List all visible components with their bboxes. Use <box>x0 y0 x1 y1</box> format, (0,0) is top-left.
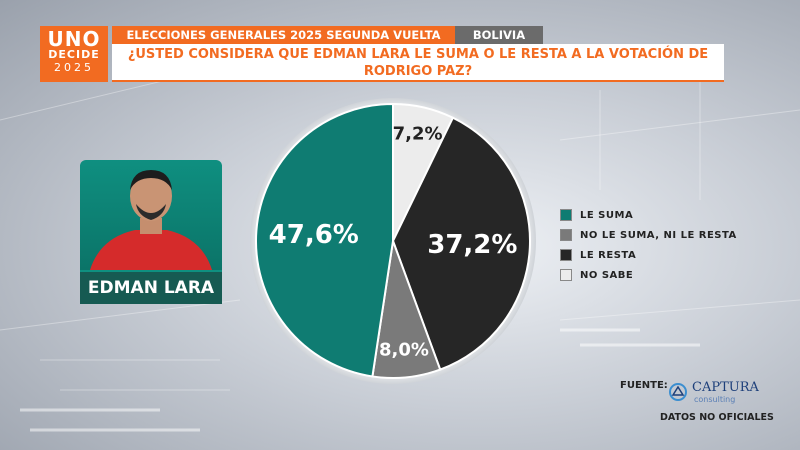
pie-chart: 7,2% 37,2% 8,0% 47,6% <box>248 96 538 386</box>
question: ¿USTED CONSIDERA QUE EDMAN LARA LE SUMA … <box>112 44 724 82</box>
pie-slice-label: 8,0% <box>379 340 429 361</box>
legend-item: NO LE SUMA, NI LE RESTA <box>560 225 737 245</box>
legend-label: LE SUMA <box>580 209 634 221</box>
pie-slice <box>391 116 531 371</box>
pie-slice <box>255 102 394 378</box>
candidate-photo <box>80 160 222 270</box>
legend-label: NO SABE <box>580 269 634 281</box>
candidate-card: EDMAN LARA <box>80 160 222 304</box>
uno-decide-logo: UNO DECIDE 2025 <box>40 26 108 82</box>
legend-label: LE RESTA <box>580 249 637 261</box>
pie-slice-label: 7,2% <box>393 124 443 145</box>
legend: LE SUMA NO LE SUMA, NI LE RESTA LE RESTA NO… <box>560 205 737 285</box>
captura-name: CAPTURA <box>692 380 759 395</box>
captura-logo: CAPTURA consulting <box>668 380 759 404</box>
question-line-2: RODRIGO PAZ? <box>363 64 473 79</box>
legend-item: NO SABE <box>560 265 737 285</box>
country-label: BOLIVIA <box>455 26 543 44</box>
election-title: ELECCIONES GENERALES 2025 SEGUNDA VUELTA <box>112 26 455 44</box>
pie-slice-label: 37,2% <box>427 230 517 260</box>
logo-line-2: DECIDE <box>48 48 100 61</box>
captura-symbol-icon <box>669 383 687 401</box>
legend-swatch <box>560 229 572 241</box>
candidate-name: EDMAN LARA <box>80 270 222 304</box>
logo-line-1: UNO <box>47 27 101 51</box>
pie-chart-svg: 7,2% 37,2% 8,0% 47,6% <box>250 98 536 384</box>
legend-swatch <box>560 269 572 281</box>
legend-label: NO LE SUMA, NI LE RESTA <box>580 229 737 241</box>
legend-item: LE SUMA <box>560 205 737 225</box>
legend-swatch <box>560 249 572 261</box>
unofficial-note: DATOS NO OFICIALES <box>660 412 774 423</box>
captura-subtitle: consulting <box>694 395 736 404</box>
legend-item: LE RESTA <box>560 245 737 265</box>
question-line-1: ¿USTED CONSIDERA QUE EDMAN LARA LE SUMA … <box>127 47 709 62</box>
source-label: FUENTE: <box>620 380 668 391</box>
legend-swatch <box>560 209 572 221</box>
logo-line-3: 2025 <box>54 61 94 74</box>
person-silhouette-icon <box>90 170 212 270</box>
pie-slice-label: 47,6% <box>269 220 359 250</box>
